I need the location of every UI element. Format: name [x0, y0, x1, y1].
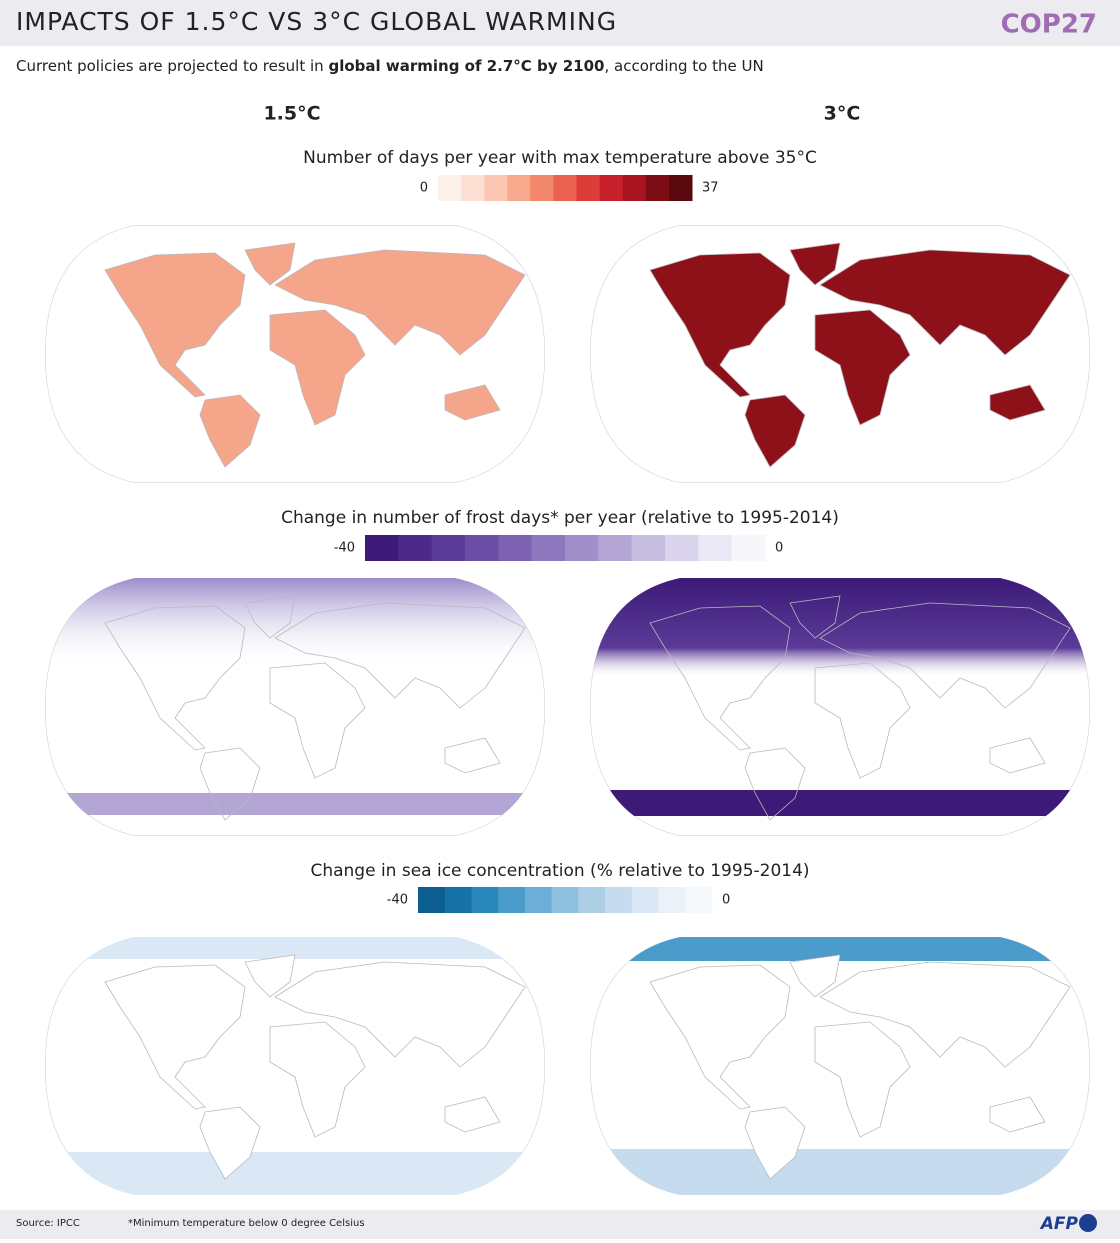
footnote: *Minimum temperature below 0 degree Cels…: [128, 1218, 365, 1229]
scale-swatch: [698, 535, 733, 561]
map-heat-1-5: [45, 225, 545, 483]
scale-swatch: [665, 535, 699, 561]
column-label: 3°C: [824, 103, 861, 125]
scale-swatch: [598, 535, 633, 561]
column-label: 1.5°C: [263, 103, 320, 125]
scale-swatch: [731, 535, 766, 561]
scale-swatch: [578, 887, 606, 913]
map-heat-3: [590, 225, 1090, 483]
scale-swatch: [438, 175, 462, 201]
scale-swatch: [622, 175, 647, 201]
footer-band: [0, 1210, 1120, 1239]
header-band: [0, 0, 1120, 46]
scale-label: 0: [420, 181, 428, 196]
scale-swatch: [599, 175, 624, 201]
scale-swatch: [565, 535, 599, 561]
scale-swatch: [471, 887, 499, 913]
subtitle-text: , according to the UN: [605, 57, 764, 75]
subtitle: Current policies are projected to result…: [16, 57, 764, 75]
scale-swatch: [465, 535, 499, 561]
scale-label: 0: [775, 541, 783, 556]
scale-swatch: [668, 175, 693, 201]
scale-swatch: [576, 175, 601, 201]
panel-title: Change in sea ice concentration (% relat…: [310, 861, 809, 881]
panel-title: Change in number of frost days* per year…: [281, 508, 839, 528]
scale-swatch: [631, 535, 666, 561]
scale-swatch: [658, 887, 686, 913]
logo: AFP: [1039, 1214, 1079, 1234]
subtitle-text: Current policies are projected to result…: [16, 57, 328, 75]
panel-title: Number of days per year with max tempera…: [303, 148, 817, 168]
scale-swatch: [498, 887, 526, 913]
scale-swatch: [551, 887, 579, 913]
scale-swatch: [553, 175, 578, 201]
scale-label: -40: [334, 541, 355, 556]
map-seaice-1-5: [45, 937, 545, 1195]
scale-swatch: [365, 535, 399, 561]
map-frost-3: [590, 578, 1090, 836]
scale-swatch: [461, 175, 485, 201]
title: IMPACTS OF 1.5°C VS 3°C GLOBAL WARMING: [16, 7, 617, 36]
scale-swatch: [605, 887, 633, 913]
scale-swatch: [418, 887, 446, 913]
scale-swatch: [431, 535, 466, 561]
scale-swatch: [524, 887, 553, 913]
scale-swatch: [631, 887, 660, 913]
scale-swatch: [498, 535, 533, 561]
scale-swatch: [645, 175, 670, 201]
scale-swatch: [484, 175, 508, 201]
map-seaice-3: [590, 937, 1090, 1195]
subtitle-bold: global warming of 2.7°C by 2100: [328, 57, 604, 75]
logo-dot: [1079, 1214, 1097, 1232]
scale-swatch: [507, 175, 531, 201]
scale-label: -40: [387, 893, 408, 908]
scale-swatch: [444, 887, 472, 913]
map-frost-1-5: [45, 578, 545, 836]
scale-swatch: [530, 175, 554, 201]
scale-swatch: [531, 535, 566, 561]
scale-swatch: [685, 887, 713, 913]
scale-label: 0: [722, 893, 730, 908]
scale-swatch: [398, 535, 433, 561]
scale-label: 37: [702, 181, 719, 196]
source: Source: IPCC: [16, 1218, 80, 1229]
brand: COP27: [1001, 10, 1097, 40]
